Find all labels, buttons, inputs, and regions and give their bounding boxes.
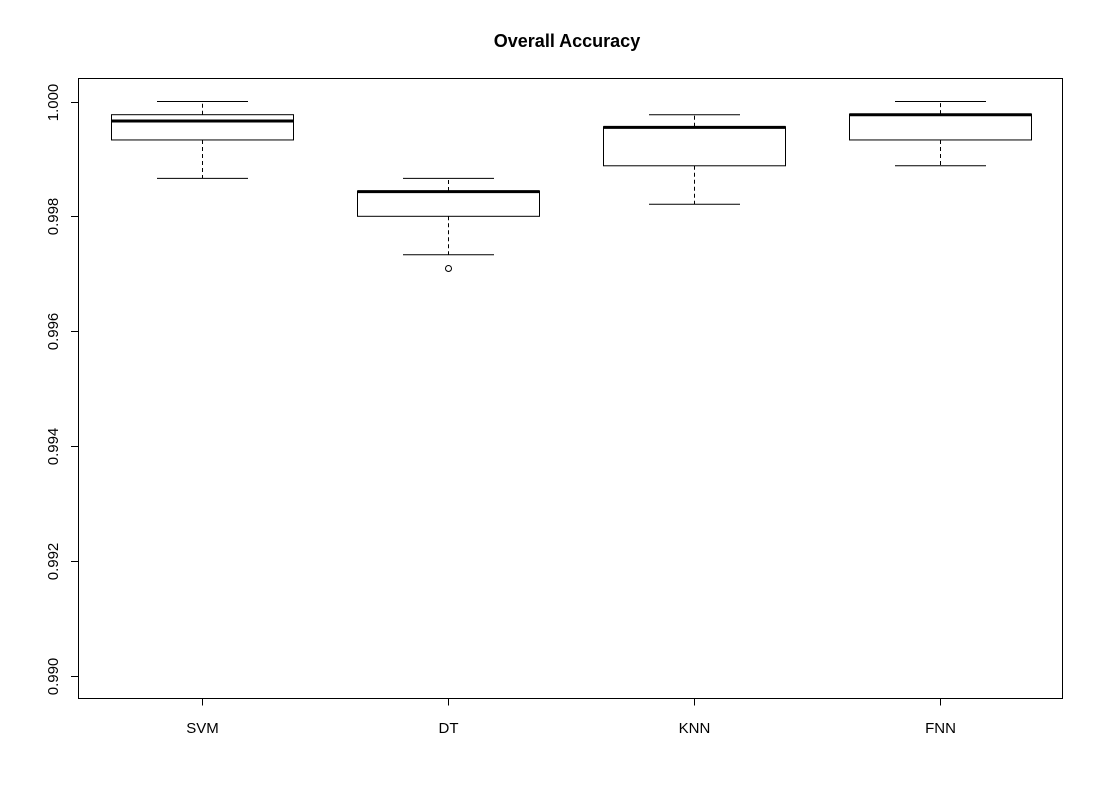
x-tick-label: DT xyxy=(439,720,459,737)
x-tick-label: SVM xyxy=(186,720,219,737)
y-tick-label: 0.994 xyxy=(45,428,62,466)
box-iqr xyxy=(603,126,786,167)
x-tick-label: KNN xyxy=(679,720,711,737)
y-tick-label: 1.000 xyxy=(45,84,62,122)
boxes xyxy=(111,101,1032,273)
box-iqr xyxy=(357,190,540,217)
box-svm xyxy=(111,101,294,179)
box-fnn xyxy=(849,101,1032,167)
y-tick-label: 0.998 xyxy=(45,198,62,236)
y-tick-label: 0.996 xyxy=(45,313,62,351)
y-axis: 0.990 0.992 0.994 0.996 0.998 1.000 xyxy=(45,84,79,696)
x-tick-label: FNN xyxy=(925,720,956,737)
outlier-point xyxy=(445,265,452,273)
box-iqr xyxy=(849,113,1032,141)
y-tick-label: 0.992 xyxy=(45,543,62,581)
x-axis: SVM DT KNN FNN xyxy=(186,698,956,737)
y-tick-label: 0.990 xyxy=(45,658,62,696)
box-dt xyxy=(357,177,540,273)
plot-frame xyxy=(78,78,1063,699)
box-knn xyxy=(603,114,786,205)
chart-title: Overall Accuracy xyxy=(494,31,640,51)
box-iqr xyxy=(111,114,294,141)
